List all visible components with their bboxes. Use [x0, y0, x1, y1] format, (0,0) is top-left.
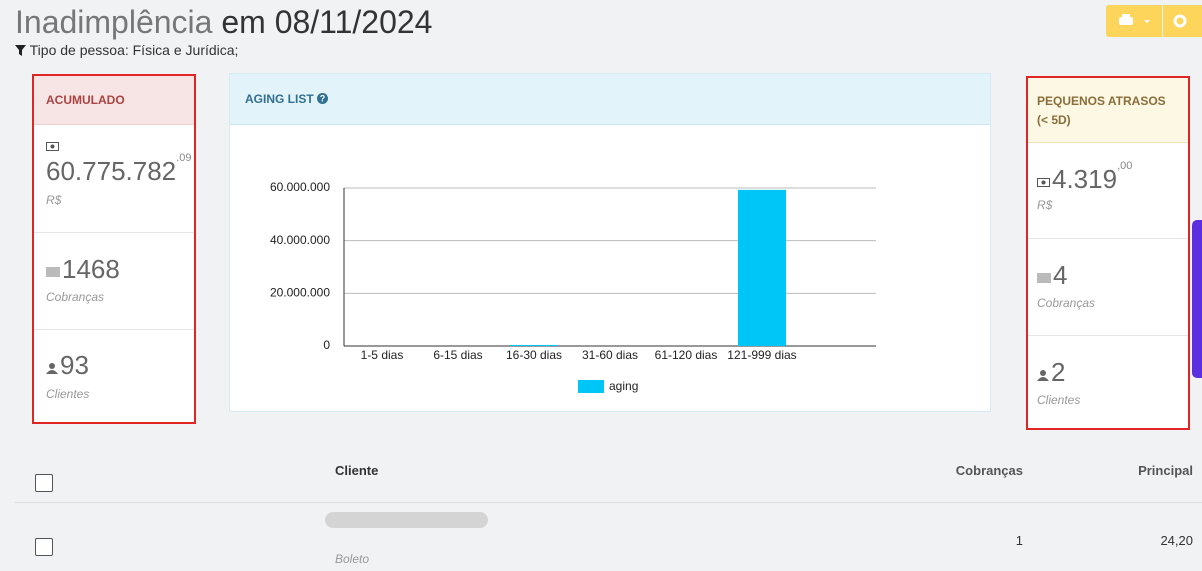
filter-text: Tipo de pessoa: Física e Jurídica; [29, 42, 239, 58]
y-tick-label: 20.000.000 [270, 286, 330, 300]
aging-title: AGING LIST [245, 92, 314, 106]
aging-card: AGING LIST ? [229, 73, 991, 412]
card-title: PEQUENOS ATRASOS (< 5D) [1037, 92, 1166, 130]
col-header: Cliente [335, 463, 379, 478]
legend-label: aging [609, 379, 638, 393]
x-tick-label: 16-30 dias [506, 348, 562, 362]
clientes: 93 [46, 350, 89, 381]
divider [1028, 335, 1188, 336]
cobrancas: 4 [1037, 260, 1067, 291]
legend-swatch [578, 380, 604, 393]
amount-cents: .09 [176, 152, 192, 164]
currency: R$ [46, 193, 62, 207]
clientes: 2 [1037, 357, 1065, 388]
amount: 4.319,00 [1037, 160, 1132, 195]
redacted-name [325, 512, 488, 528]
settings-button[interactable] [1163, 5, 1202, 37]
barcode-icon [46, 267, 60, 277]
x-tick-label: 6-15 dias [433, 348, 482, 362]
bar [738, 189, 786, 346]
page-title: Inadimplência em 08/11/2024 [15, 4, 432, 41]
clientes-label: Clientes [1037, 393, 1081, 407]
divider [34, 329, 194, 330]
print-icon [1119, 14, 1150, 25]
table-divider [15, 502, 1202, 503]
side-tab[interactable] [1192, 220, 1202, 378]
help-icon[interactable]: ? [317, 93, 329, 104]
x-tick-label: 121-999 dias [727, 348, 796, 362]
pequenos-subtitle: (< 5D) [1037, 113, 1071, 127]
x-tick-label: 31-60 dias [582, 348, 638, 362]
row-checkbox[interactable] [35, 538, 53, 556]
clientes-value: 2 [1051, 357, 1066, 387]
acumulado-card: ACUMULADO 60.775.782.09 R$ 1468 Cobrança… [32, 74, 196, 424]
title-date: em 08/11/2024 [221, 4, 433, 40]
currency: R$ [1037, 198, 1053, 212]
cobrancas-label: Cobranças [46, 290, 105, 304]
pequenos-title: PEQUENOS ATRASOS [1037, 94, 1166, 108]
card-title: ACUMULADO [46, 93, 125, 107]
col-header: Cobranças [955, 463, 1023, 478]
amount: 60.775.782.09 [46, 152, 191, 187]
select-all-checkbox[interactable] [35, 474, 53, 492]
row-principal: 24,20 [1160, 533, 1193, 548]
card-header: AGING LIST ? [230, 74, 990, 125]
svg-text:?: ? [320, 93, 326, 103]
card-header: PEQUENOS ATRASOS (< 5D) [1028, 78, 1188, 143]
cobrancas-value: 1468 [62, 254, 120, 284]
user-icon [46, 363, 58, 374]
clientes-value: 93 [60, 350, 89, 380]
print-button[interactable] [1106, 5, 1162, 37]
card-title: AGING LIST ? [245, 92, 329, 106]
row-type: Boleto [335, 552, 370, 566]
money-icon [1037, 178, 1050, 187]
amount-value: 4.319 [1052, 164, 1118, 194]
row-cobrancas: 1 [1015, 533, 1023, 548]
user-icon [1037, 370, 1049, 381]
y-tick-label: 0 [323, 338, 330, 352]
card-header: ACUMULADO [34, 76, 194, 125]
barcode-icon [1037, 273, 1051, 283]
divider [1028, 238, 1188, 239]
money-icon [46, 142, 59, 151]
amount-cents: ,00 [1117, 160, 1133, 172]
bar [510, 344, 558, 346]
title-light: Inadimplência [15, 4, 213, 40]
amount-value: 60.775.782 [46, 156, 177, 186]
pequenos-card: PEQUENOS ATRASOS (< 5D) 4.319,00 R$ 4 Cob… [1026, 76, 1190, 430]
y-tick-label: 40.000.000 [270, 233, 330, 247]
gear-icon [1173, 14, 1187, 28]
filter-icon [15, 45, 26, 56]
cobrancas-value: 4 [1053, 260, 1068, 290]
cobrancas: 1468 [46, 254, 120, 285]
clientes-label: Clientes [46, 387, 90, 401]
x-tick-label: 61-120 dias [655, 348, 718, 362]
cobrancas-label: Cobranças [1037, 296, 1096, 310]
divider [34, 232, 194, 233]
x-tick-label: 1-5 dias [361, 348, 404, 362]
filter: Tipo de pessoa: Física e Jurídica; [15, 42, 238, 58]
col-header: Principal [1138, 463, 1193, 478]
aging-chart: 0 20.000.000 40.000.000 60.000.000 1-5 dias 6… [270, 180, 876, 393]
y-tick-label: 60.000.000 [270, 180, 330, 194]
